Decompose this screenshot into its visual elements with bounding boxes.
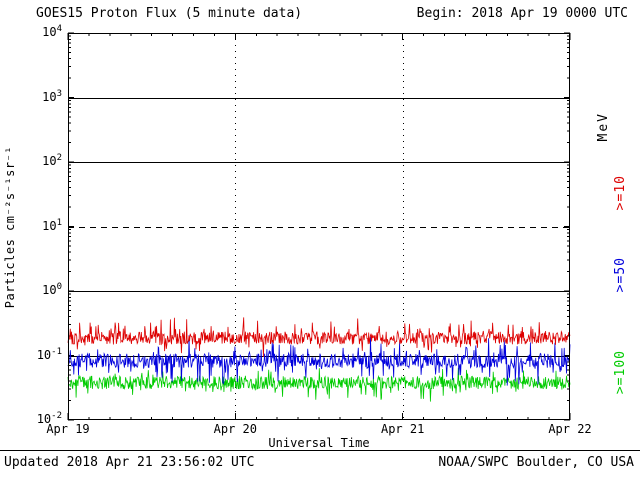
series-trace-ge100 [67,364,571,402]
series-label-ge100: >=100 [613,350,628,395]
x-tick-label: Apr 21 [380,422,425,436]
y-tick-label: 10-1 [36,346,62,362]
begin-timestamp-label: Begin: 2018 Apr 19 0000 UTC [416,6,628,21]
series-label-ge50: >=50 [613,257,628,293]
series-trace-ge50 [67,335,571,386]
x-tick-label: Apr 22 [548,422,592,436]
x-tick-label: Apr 19 [46,422,90,436]
y-tick-label: 103 [42,88,62,104]
x-tick-label: Apr 20 [213,422,257,436]
y-tick-label: 104 [42,24,62,39]
credit-label: NOAA/SWPC Boulder, CO USA [438,455,634,470]
y-tick-label: 10-2 [36,411,62,426]
y-tick-label: 101 [42,217,62,233]
right-axis-unit-label: MeV [596,112,611,142]
chart-title: GOES15 Proton Flux (5 minute data) [36,6,303,21]
footer-divider [0,450,640,451]
y-tick-label: 102 [42,153,62,168]
y-axis-label: Particles cm⁻²s⁻¹sr⁻¹ [3,146,17,309]
x-axis-label: Universal Time [268,436,370,450]
series-label-ge10: >=10 [613,175,628,211]
y-tick-label: 100 [42,282,62,297]
updated-timestamp-label: Updated 2018 Apr 21 23:56:02 UTC [4,455,255,470]
series-trace-ge10 [67,317,571,358]
plot-frame [68,33,570,420]
